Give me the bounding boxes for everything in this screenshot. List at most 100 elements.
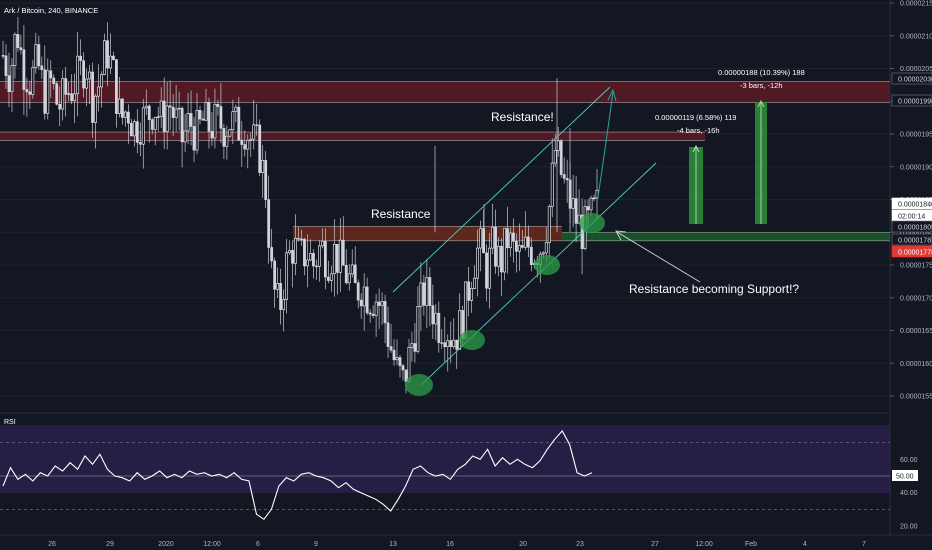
candle-body xyxy=(123,111,127,118)
candle-body xyxy=(186,113,190,132)
candle-body xyxy=(306,259,309,267)
zone-1 xyxy=(0,132,705,141)
candle-body xyxy=(267,199,271,248)
candle-body xyxy=(362,286,366,307)
candle-body xyxy=(523,236,527,248)
candle-body xyxy=(356,282,360,301)
candle-body xyxy=(249,138,253,141)
candle-body xyxy=(353,264,357,284)
rsi-pane: 60.00 40.00 20.00 50.00 xyxy=(0,430,918,531)
candle-body xyxy=(216,103,220,107)
candle-body xyxy=(407,346,411,382)
candle-body xyxy=(335,243,339,273)
time-tick-label: 6 xyxy=(256,541,260,548)
zone-0 xyxy=(0,81,890,103)
candle-body xyxy=(150,119,154,130)
candle-body xyxy=(76,55,80,95)
channel-upper-line xyxy=(392,86,611,293)
support-pointer-line xyxy=(616,231,701,283)
candle-body xyxy=(309,253,312,261)
candle-body xyxy=(58,103,62,110)
candle-body xyxy=(25,89,29,93)
candle-body xyxy=(198,110,202,120)
candle-body xyxy=(574,198,578,224)
candle-body xyxy=(315,265,318,268)
candle-body xyxy=(455,339,459,350)
zone-3 xyxy=(562,232,890,241)
candle-body xyxy=(52,77,56,84)
candle-body xyxy=(371,313,375,316)
candle-body xyxy=(440,342,444,344)
candle-body xyxy=(553,150,557,164)
candle-body xyxy=(512,232,515,242)
candle-body xyxy=(347,273,351,284)
candle-body xyxy=(377,301,381,306)
price-marker-label: 0.00001840 xyxy=(898,202,932,209)
candle-body xyxy=(470,288,474,301)
candle-body xyxy=(425,277,429,306)
candle-body xyxy=(177,107,181,110)
price-marker-bg xyxy=(891,233,932,246)
candle-body xyxy=(231,111,235,130)
axes: 0.000021500.000021000.000020500.00002000… xyxy=(48,1,932,548)
candle-body xyxy=(1,55,5,57)
rsi-tick-label: 40.00 xyxy=(900,490,918,497)
candle-body xyxy=(443,342,447,348)
candle-body xyxy=(100,74,103,88)
candle-body xyxy=(482,228,485,254)
candle-body xyxy=(252,124,256,140)
zone-2 xyxy=(293,226,562,241)
candle-body xyxy=(22,49,26,90)
candle-body xyxy=(37,44,41,67)
candle-body xyxy=(243,144,247,150)
candle-body xyxy=(282,299,285,310)
channel-lower-line xyxy=(420,162,657,386)
candle-body xyxy=(431,305,435,325)
candle-body xyxy=(398,357,402,366)
candle-body xyxy=(49,70,53,79)
candle-body xyxy=(467,281,471,301)
annotation-resistance-top: Resistance! xyxy=(491,110,554,124)
time-tick-label: 20 xyxy=(519,541,527,548)
candles xyxy=(1,16,599,394)
candle-body xyxy=(497,245,500,267)
candle-body xyxy=(279,283,282,310)
price-marker-bg xyxy=(891,197,932,210)
candle-body xyxy=(326,276,330,281)
candle-body xyxy=(332,243,336,275)
candle-body xyxy=(515,240,518,252)
candle-body xyxy=(386,322,390,347)
candle-body xyxy=(118,98,121,114)
candle-body xyxy=(392,349,396,361)
candle-body xyxy=(273,260,277,290)
candle-body xyxy=(55,83,59,105)
candle-body xyxy=(70,93,74,101)
price-marker-label: 0.00001998 xyxy=(898,99,932,106)
candle-body xyxy=(255,124,259,126)
candle-body xyxy=(291,250,294,264)
time-tick-label: 2020 xyxy=(158,541,174,548)
candle-body xyxy=(320,240,324,247)
candle-body xyxy=(312,253,315,267)
candle-body xyxy=(162,100,166,132)
candle-body xyxy=(479,228,482,249)
candle-body xyxy=(126,111,130,124)
candle-body xyxy=(341,239,345,266)
candle-body xyxy=(318,245,321,267)
candle-body xyxy=(7,75,11,93)
candle-body xyxy=(246,139,250,150)
candle-body xyxy=(350,264,354,275)
chart-title: Ark / Bitcoin, 240, BINANCE xyxy=(4,6,98,15)
candle-body xyxy=(589,197,593,211)
candle-body xyxy=(129,122,133,137)
rsi-current-label: 50.00 xyxy=(896,474,914,481)
time-tick-label: 7 xyxy=(862,541,866,548)
